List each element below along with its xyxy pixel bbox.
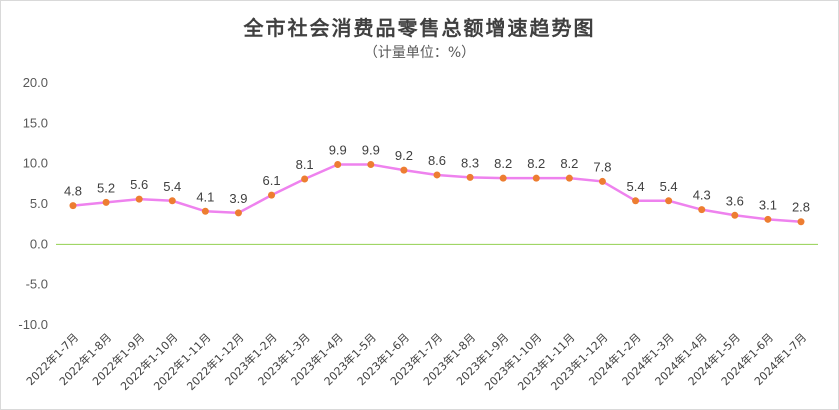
series-markers bbox=[69, 160, 805, 226]
data-label: 9.9 bbox=[329, 142, 347, 157]
data-point bbox=[499, 174, 507, 182]
data-point bbox=[334, 160, 342, 168]
data-label: 8.2 bbox=[527, 156, 545, 171]
x-tick-label: 2023年1-11月 bbox=[515, 330, 578, 393]
data-label: 9.2 bbox=[395, 148, 413, 163]
data-point bbox=[367, 160, 375, 168]
data-label: 8.3 bbox=[461, 155, 479, 170]
data-label: 5.2 bbox=[97, 180, 115, 195]
y-tick-label: -10.0 bbox=[18, 317, 48, 332]
data-point bbox=[400, 166, 408, 174]
x-tick-label: 2023年1-10月 bbox=[481, 330, 544, 393]
chart-title: 全市社会消费品零售总额增速趋势图 bbox=[243, 16, 596, 40]
data-label: 3.9 bbox=[229, 191, 247, 206]
data-point bbox=[698, 206, 706, 214]
data-point bbox=[201, 207, 209, 215]
x-tick-label: 2022年1-12月 bbox=[184, 330, 247, 393]
data-label: 7.8 bbox=[593, 159, 611, 174]
data-point bbox=[234, 209, 242, 217]
data-label: 4.8 bbox=[64, 184, 82, 199]
data-point bbox=[135, 195, 143, 203]
data-point bbox=[433, 171, 441, 179]
data-point bbox=[797, 218, 805, 226]
data-label: 2.8 bbox=[792, 200, 810, 215]
data-label: 6.1 bbox=[263, 173, 281, 188]
y-tick-label: 5.0 bbox=[30, 196, 48, 211]
data-label: 3.1 bbox=[759, 197, 777, 212]
data-point bbox=[632, 197, 640, 205]
data-point bbox=[532, 174, 540, 182]
data-label: 3.6 bbox=[726, 193, 744, 208]
data-label: 8.2 bbox=[494, 156, 512, 171]
data-label: 8.1 bbox=[296, 157, 314, 172]
data-label: 4.1 bbox=[196, 189, 214, 204]
data-label: 4.3 bbox=[693, 188, 711, 203]
data-point bbox=[69, 202, 77, 210]
x-tick-label: 2023年1-12月 bbox=[548, 330, 611, 393]
data-label: 5.4 bbox=[660, 179, 678, 194]
data-point bbox=[565, 174, 573, 182]
data-point bbox=[731, 211, 739, 219]
y-tick-label: 10.0 bbox=[23, 156, 48, 171]
x-tick-label: 2022年1-11月 bbox=[151, 330, 214, 393]
data-label: 8.2 bbox=[560, 156, 578, 171]
y-tick-label: 0.0 bbox=[30, 236, 48, 251]
x-axis: 2022年1-7月2022年1-8月2022年1-9月2022年1-10月202… bbox=[23, 330, 809, 393]
y-tick-label: -5.0 bbox=[26, 277, 48, 292]
data-labels: 4.8 5.2 5.6 5.4 4.1 3.9 6.1 8.1 9.9 9.9 9.2 8.6 8.3 8… bbox=[64, 142, 810, 214]
data-point bbox=[764, 215, 772, 223]
x-tick-label: 2022年1-10月 bbox=[117, 330, 180, 393]
y-axis: 20.0 15.0 10.0 5.0 0.0 -5.0 -10.0 bbox=[18, 75, 48, 332]
data-label: 5.4 bbox=[627, 179, 645, 194]
data-point bbox=[598, 177, 606, 185]
data-point bbox=[268, 191, 276, 199]
data-point bbox=[102, 198, 110, 206]
data-point bbox=[301, 175, 309, 183]
data-label: 9.9 bbox=[362, 142, 380, 157]
chart-subtitle: （计量单位：%） bbox=[363, 45, 476, 61]
data-label: 8.6 bbox=[428, 153, 446, 168]
data-point bbox=[665, 197, 673, 205]
data-label: 5.6 bbox=[130, 177, 148, 192]
data-point bbox=[466, 173, 474, 181]
data-label: 5.4 bbox=[163, 179, 181, 194]
data-point bbox=[168, 197, 176, 205]
y-tick-label: 20.0 bbox=[23, 75, 48, 90]
y-tick-label: 15.0 bbox=[23, 115, 48, 130]
